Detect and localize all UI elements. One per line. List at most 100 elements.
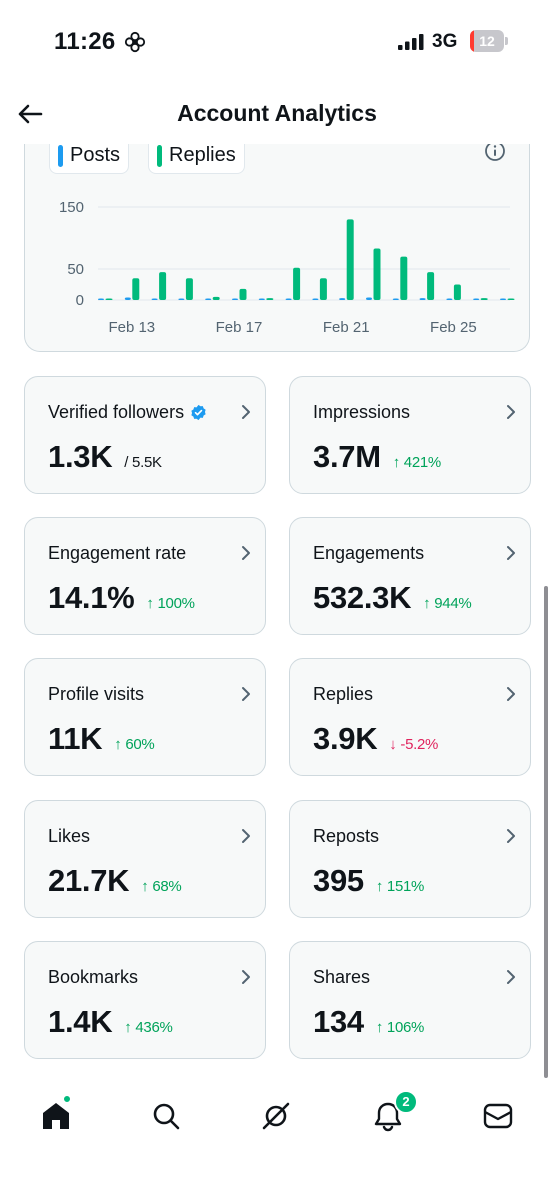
legend-label-replies: Replies	[169, 144, 236, 166]
metric-label: Reposts	[313, 826, 379, 847]
nav-messages[interactable]	[478, 1096, 518, 1136]
metric-label: Engagement rate	[48, 543, 186, 564]
metric-change-value: 100%	[157, 595, 195, 612]
bar-posts-8[interactable]	[312, 298, 319, 301]
metric-value: 532.3K ↑ 944%	[313, 580, 472, 616]
metric-change: ↑ 60%	[114, 736, 155, 753]
metric-label: Impressions	[313, 402, 410, 423]
metric-change-value: 151%	[386, 878, 425, 895]
cellular-signal-icon	[398, 34, 424, 50]
back-button[interactable]	[12, 96, 48, 132]
bar-replies-6[interactable]	[266, 298, 274, 300]
bar-replies-9[interactable]	[346, 219, 354, 300]
nav-grok[interactable]	[256, 1096, 296, 1136]
x-tick-label: Feb 25	[430, 319, 477, 336]
bar-replies-3[interactable]	[185, 278, 193, 300]
network-type: 3G	[432, 31, 458, 52]
bar-replies-7[interactable]	[293, 267, 301, 300]
arrow-up-icon: ↑	[375, 1019, 387, 1036]
bar-posts-2[interactable]	[151, 298, 158, 301]
bar-posts-13[interactable]	[446, 298, 453, 301]
metric-card-replies[interactable]: Replies 3.9K ↓ -5.2%	[289, 658, 531, 776]
metric-card-shares[interactable]: Shares 134 ↑ 106%	[289, 941, 531, 1059]
metric-card-likes[interactable]: Likes 21.7K ↑ 68%	[24, 800, 266, 918]
metric-card-verified-followers[interactable]: Verified followers 1.3K / 5.5K	[24, 376, 266, 494]
metric-label: Likes	[48, 826, 90, 847]
legend-posts[interactable]: Posts	[49, 138, 130, 174]
nav-notifications[interactable]	[368, 1096, 408, 1136]
home-unread-dot	[62, 1094, 72, 1104]
legend-swatch-posts	[58, 144, 63, 167]
metric-card-reposts[interactable]: Reposts 395 ↑ 151%	[289, 800, 531, 918]
bar-posts-15[interactable]	[500, 298, 506, 301]
arrow-up-icon: ↑	[375, 878, 387, 895]
bar-replies-11[interactable]	[400, 256, 408, 300]
metric-label-text: Engagement rate	[48, 543, 187, 563]
arrow-left-icon	[18, 104, 43, 124]
bar-replies-2[interactable]	[159, 272, 167, 300]
metric-value: 14.1% ↑ 100%	[48, 580, 195, 616]
bar-replies-10[interactable]	[373, 248, 381, 300]
metric-value: 134 ↑ 106%	[313, 1004, 424, 1040]
arrow-up-icon: ↑	[141, 878, 153, 895]
metric-label-text: Replies	[313, 684, 374, 704]
bar-posts-11[interactable]	[392, 298, 399, 301]
bar-posts-5[interactable]	[232, 298, 238, 301]
bar-replies-15[interactable]	[507, 298, 515, 301]
nav-search[interactable]	[146, 1096, 186, 1136]
bar-replies-8[interactable]	[319, 278, 327, 300]
metric-change: ↑ 68%	[141, 878, 182, 895]
metric-value-text: 21.7K	[48, 863, 130, 898]
status-bar: 11:26 3G 12	[0, 0, 554, 80]
metric-label-text: Engagements	[313, 543, 425, 563]
metric-label: Verified followers	[48, 402, 207, 423]
legend-label-posts: Posts	[70, 144, 121, 166]
bar-posts-4[interactable]	[205, 298, 212, 301]
arrow-up-icon: ↑	[423, 595, 435, 612]
bar-posts-3[interactable]	[178, 298, 185, 301]
metric-card-profile-visits[interactable]: Profile visits 11K ↑ 60%	[24, 658, 266, 776]
bar-posts-14[interactable]	[473, 298, 480, 301]
x-tick-label: Feb 17	[216, 319, 263, 336]
battery-icon: 12	[470, 30, 508, 52]
chevron-right-icon	[242, 970, 250, 984]
metric-label: Engagements	[313, 543, 424, 564]
metric-value-text: 1.3K	[48, 439, 113, 474]
chevron-right-icon	[242, 687, 250, 701]
metric-change-value: 106%	[386, 1019, 425, 1036]
metric-change: ↑ 151%	[375, 878, 425, 895]
metric-card-engagement-rate[interactable]: Engagement rate 14.1% ↑ 100%	[24, 517, 266, 635]
metric-label-text: Impressions	[313, 402, 411, 422]
bar-posts-9[interactable]	[339, 298, 346, 300]
bar-replies-4[interactable]	[212, 296, 220, 300]
metric-card-engagements[interactable]: Engagements 532.3K ↑ 944%	[289, 517, 531, 635]
bar-posts-7[interactable]	[285, 298, 292, 301]
arrow-up-icon: ↑	[124, 1019, 136, 1036]
bar-replies-12[interactable]	[427, 272, 435, 300]
bar-replies-14[interactable]	[480, 298, 488, 300]
metric-change: ↑ 100%	[146, 595, 195, 612]
chevron-right-icon	[242, 829, 250, 843]
bar-posts-10[interactable]	[366, 297, 372, 300]
metric-value-text: 14.1%	[48, 580, 135, 615]
scrollbar[interactable]	[544, 586, 548, 1078]
bar-replies-1[interactable]	[132, 278, 140, 300]
legend-replies[interactable]: Replies	[148, 138, 245, 174]
metric-change-value: 68%	[152, 878, 182, 895]
bar-posts-12[interactable]	[419, 298, 426, 300]
bar-posts-0[interactable]	[98, 298, 104, 301]
metric-change-value: 436%	[135, 1019, 173, 1036]
metric-value: 3.9K ↓ -5.2%	[313, 721, 438, 757]
metric-total: / 5.5K	[124, 454, 162, 471]
metric-label-text: Profile visits	[48, 684, 145, 704]
metric-value: 1.4K ↑ 436%	[48, 1004, 173, 1040]
metric-value-text: 532.3K	[313, 580, 412, 615]
bar-posts-6[interactable]	[258, 298, 265, 301]
bar-replies-0[interactable]	[105, 298, 113, 301]
metric-card-impressions[interactable]: Impressions 3.7M ↑ 421%	[289, 376, 531, 494]
nav-home[interactable]	[36, 1096, 76, 1136]
bar-replies-13[interactable]	[453, 284, 461, 301]
metric-card-bookmarks[interactable]: Bookmarks 1.4K ↑ 436%	[24, 941, 266, 1059]
bar-replies-5[interactable]	[239, 288, 247, 300]
bar-posts-1[interactable]	[124, 297, 131, 300]
